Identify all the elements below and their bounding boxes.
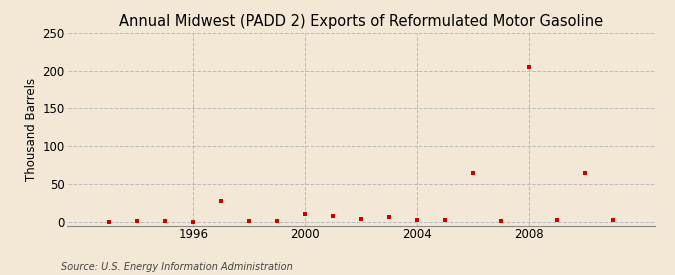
Point: [300, 212, 310, 216]
Point: [608, 218, 618, 222]
Point: [104, 219, 115, 224]
Y-axis label: Thousand Barrels: Thousand Barrels: [25, 78, 38, 181]
Point: [216, 198, 227, 203]
Point: [468, 170, 479, 175]
Point: [551, 218, 562, 222]
Text: Source: U.S. Energy Information Administration: Source: U.S. Energy Information Administ…: [61, 262, 292, 272]
Point: [160, 219, 171, 223]
Point: [328, 214, 339, 219]
Point: [188, 219, 198, 224]
Point: [412, 218, 423, 222]
Point: [439, 218, 450, 222]
Point: [524, 65, 535, 69]
Point: [579, 171, 590, 176]
Point: [383, 215, 394, 219]
Point: [495, 219, 506, 223]
Point: [132, 219, 143, 223]
Title: Annual Midwest (PADD 2) Exports of Reformulated Motor Gasoline: Annual Midwest (PADD 2) Exports of Refor…: [119, 14, 603, 29]
Point: [356, 216, 367, 221]
Point: [272, 219, 283, 223]
Point: [244, 219, 254, 223]
